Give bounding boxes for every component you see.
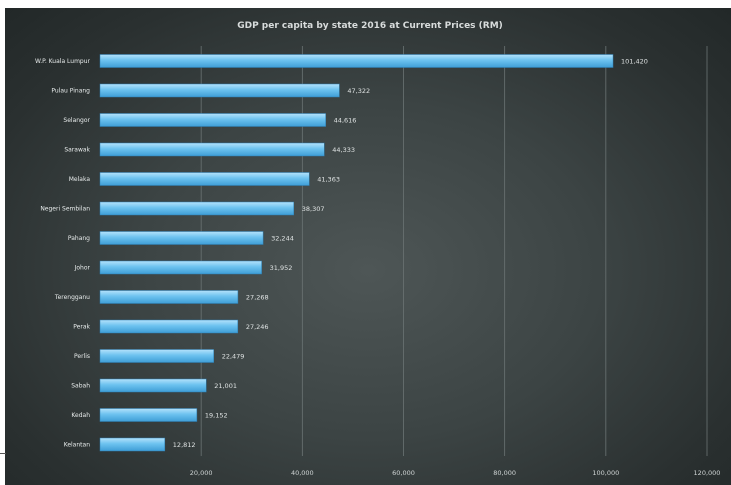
value-labels: 101,420 47,322 44,616 44,333 41,363 38,307 32,… — [173, 57, 648, 449]
x-tick-label: 60,000 — [392, 469, 415, 477]
category-label: Sarawak — [64, 147, 90, 154]
bar — [99, 408, 198, 422]
value-label: 22,479 — [222, 352, 245, 360]
grid-lines — [200, 46, 708, 456]
value-label: 19,152 — [205, 411, 228, 419]
bar — [99, 201, 295, 216]
x-tick-label: 100,000 — [592, 469, 619, 477]
value-label: 101,420 — [621, 57, 648, 65]
x-axis-ticks: 20,000 40,000 60,000 80,000 100,000 120,000 — [190, 469, 721, 477]
category-label: Pahang — [68, 235, 90, 242]
bar — [99, 83, 340, 98]
value-label: 27,268 — [246, 293, 269, 301]
chart-title: GDP per capita by state 2016 at Current … — [237, 21, 503, 31]
category-label: Kelantan — [64, 442, 91, 449]
category-label: Perak — [73, 324, 90, 331]
category-label: Melaka — [69, 176, 91, 183]
value-label: 31,952 — [270, 264, 293, 272]
x-tick-label: 20,000 — [190, 469, 213, 477]
bar — [99, 378, 207, 393]
bar — [99, 349, 214, 363]
category-label: Johor — [74, 265, 91, 272]
bar — [99, 437, 166, 452]
category-label: Sabah — [71, 383, 90, 390]
category-label: Terengganu — [54, 294, 90, 301]
bar — [99, 290, 239, 304]
page-rule — [0, 453, 6, 454]
category-labels: W.P. Kuala Lumpur Pulau Pinang Selangor Sar… — [35, 58, 91, 449]
category-label: Negeri Sembilan — [40, 206, 90, 213]
bars — [99, 54, 614, 452]
x-tick-label: 80,000 — [493, 469, 516, 477]
x-tick-label: 40,000 — [291, 469, 314, 477]
value-label: 38,307 — [302, 205, 325, 213]
category-label: Selangor — [63, 117, 90, 124]
bar — [99, 231, 264, 245]
bar — [99, 54, 614, 68]
bar-chart: GDP per capita by state 2016 at Current … — [35, 21, 721, 477]
value-label: 27,246 — [246, 323, 269, 331]
value-label: 41,363 — [317, 175, 340, 183]
bar — [99, 113, 326, 127]
value-label: 32,244 — [271, 234, 294, 242]
category-label: Perlis — [74, 353, 90, 360]
category-label: Kedah — [71, 412, 90, 419]
x-tick-label: 120,000 — [694, 469, 721, 477]
value-label: 21,001 — [214, 382, 237, 390]
bar — [99, 260, 262, 275]
bar — [99, 142, 325, 157]
bar — [99, 319, 239, 334]
chart-panel: GDP per capita by state 2016 at Current … — [5, 8, 731, 485]
value-label: 44,616 — [334, 116, 357, 124]
value-label: 12,812 — [173, 441, 196, 449]
category-label: Pulau Pinang — [51, 88, 90, 95]
value-label: 47,322 — [347, 87, 370, 95]
value-label: 44,333 — [332, 146, 355, 154]
category-label: W.P. Kuala Lumpur — [35, 58, 91, 65]
bar — [99, 172, 310, 186]
